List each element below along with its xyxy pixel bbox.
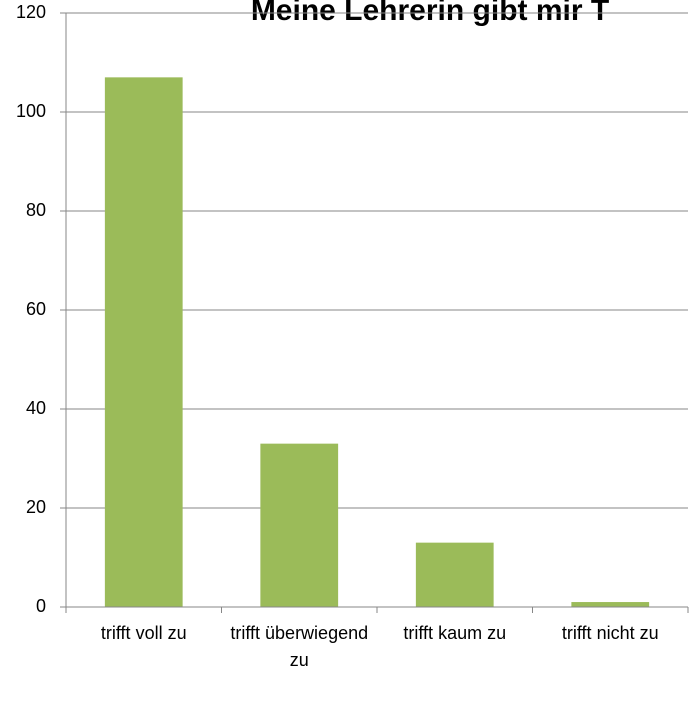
y-tick-label: 20 xyxy=(26,497,46,517)
y-tick-label: 80 xyxy=(26,200,46,220)
x-tick-label: trifft voll zu xyxy=(100,623,187,643)
y-tick-label: 120 xyxy=(16,2,46,22)
x-tick-label: trifft kaum zu xyxy=(403,623,507,643)
y-tick-label: 60 xyxy=(26,299,46,319)
bar xyxy=(260,443,339,607)
y-tick-label: 100 xyxy=(16,101,46,121)
bar xyxy=(104,77,183,608)
bar xyxy=(571,602,650,607)
x-tick-label: trifft nicht zu xyxy=(561,623,659,643)
bar xyxy=(415,542,494,607)
y-tick-label: 0 xyxy=(36,596,46,616)
x-tick-label: trifft überwiegend zu xyxy=(230,623,369,670)
y-tick-label: 40 xyxy=(26,398,46,418)
